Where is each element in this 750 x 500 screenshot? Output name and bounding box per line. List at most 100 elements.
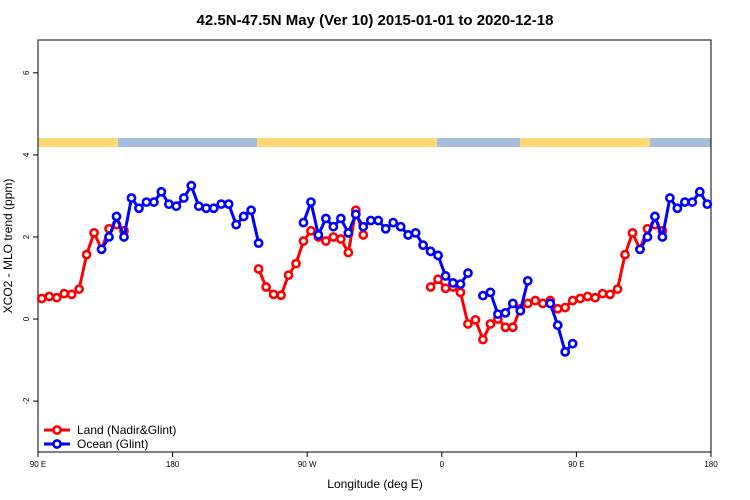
data-point	[126, 193, 137, 203]
data-point	[672, 203, 683, 214]
data-point	[657, 232, 668, 242]
data-point	[320, 236, 331, 246]
legend-swatch-marker	[52, 439, 62, 449]
data-point	[410, 227, 421, 238]
data-point	[388, 217, 399, 228]
data-point	[395, 221, 406, 232]
data-point	[320, 213, 331, 224]
data-point	[425, 246, 436, 257]
data-point	[702, 199, 713, 210]
land-strip	[38, 138, 118, 147]
data-point	[567, 295, 578, 306]
data-point	[149, 197, 159, 207]
y-axis-label: XCO2 - MLO trend (ppm)	[1, 179, 15, 314]
data-point	[291, 258, 301, 269]
data-point	[261, 282, 271, 292]
data-point	[81, 249, 92, 260]
data-point	[478, 290, 488, 301]
data-point	[186, 180, 197, 191]
data-point	[350, 209, 361, 220]
data-point	[246, 205, 257, 216]
legend-swatch-marker	[52, 425, 62, 435]
data-point	[530, 295, 541, 306]
data-point	[358, 230, 369, 240]
data-point	[134, 203, 144, 214]
data-point	[59, 288, 70, 299]
data-point	[141, 197, 152, 207]
data-point	[552, 303, 563, 314]
x-tick-label: 0	[440, 460, 445, 469]
data-point	[455, 287, 466, 298]
data-point	[253, 238, 264, 249]
data-point	[440, 271, 451, 281]
y-tick-label: 6	[22, 70, 31, 75]
data-point	[89, 227, 99, 238]
data-point	[306, 225, 316, 236]
data-point	[418, 240, 429, 251]
data-point	[298, 217, 309, 228]
ocean-strip	[650, 138, 711, 147]
data-point	[582, 291, 593, 302]
ocean-strip	[437, 138, 520, 147]
data-point	[612, 284, 623, 294]
data-point	[507, 322, 518, 333]
data-point	[238, 211, 249, 222]
data-point	[627, 227, 638, 238]
land-strip	[257, 138, 437, 147]
data-point	[463, 268, 473, 278]
ocean-strip	[118, 138, 257, 147]
data-point	[36, 293, 47, 304]
data-point	[500, 322, 511, 333]
legend-label: Land (Nadir&Glint)	[77, 423, 176, 437]
y-tick-label: 4	[22, 152, 31, 157]
data-point	[635, 244, 645, 255]
data-point	[425, 282, 436, 292]
y-tick-label: 0	[22, 316, 31, 321]
data-point	[560, 302, 571, 313]
data-point	[268, 289, 279, 300]
data-point	[193, 201, 204, 212]
data-point	[642, 232, 653, 242]
data-point	[545, 298, 556, 309]
data-point	[283, 270, 294, 281]
data-point	[575, 293, 586, 304]
data-point	[605, 289, 615, 300]
data-point	[231, 219, 242, 230]
chart-title: 42.5N-47.5N May (Ver 10) 2015-01-01 to 2…	[197, 12, 554, 29]
land-strip	[520, 138, 650, 147]
data-point	[537, 298, 548, 309]
data-point	[552, 320, 563, 331]
data-point	[111, 211, 122, 222]
x-tick-label: 180	[704, 460, 718, 469]
data-point	[590, 292, 600, 303]
x-tick-label: 90 E	[30, 460, 46, 469]
data-point	[440, 283, 451, 294]
data-point	[156, 186, 167, 197]
data-point	[485, 287, 496, 298]
data-point	[433, 250, 443, 261]
plot-frame	[37, 39, 712, 453]
data-point	[500, 307, 511, 318]
data-point	[171, 201, 182, 212]
data-point	[380, 223, 391, 234]
data-point	[335, 213, 346, 224]
data-point	[343, 227, 354, 238]
data-point	[448, 278, 458, 288]
y-tick-label: 2	[22, 234, 31, 239]
data-point	[522, 298, 533, 309]
data-point	[470, 314, 481, 325]
data-point	[478, 334, 488, 345]
data-point	[687, 197, 698, 207]
data-point	[201, 203, 212, 214]
data-point	[694, 186, 705, 197]
data-point	[178, 193, 189, 203]
data-point	[335, 234, 346, 244]
data-point	[522, 275, 533, 286]
data-point	[96, 244, 107, 255]
data-point	[485, 319, 496, 329]
data-point	[620, 249, 630, 260]
data-point	[664, 193, 675, 203]
data-point	[163, 199, 174, 210]
data-point	[253, 264, 264, 274]
